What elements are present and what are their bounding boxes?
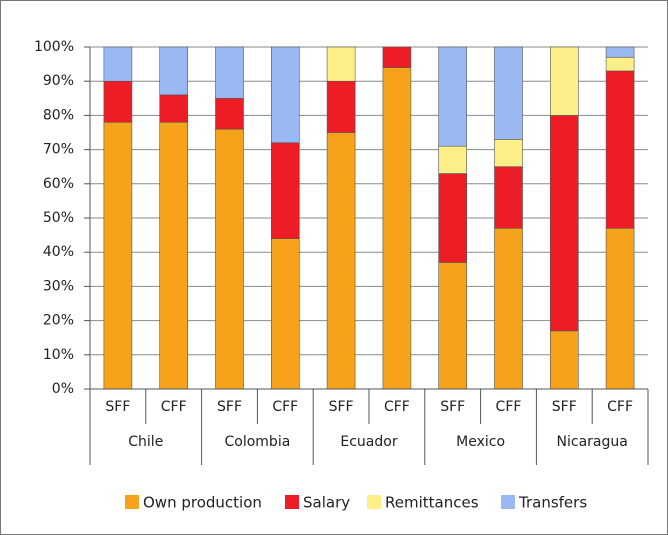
bar-segment <box>382 46 412 68</box>
bar-segment <box>605 46 635 58</box>
bar-segment <box>215 98 244 130</box>
bar-segment <box>215 46 244 99</box>
y-tick-label: 80% <box>43 107 74 123</box>
x-tick-label: SFF <box>552 399 577 415</box>
bar-segment <box>605 56 635 72</box>
x-tick-label: SFF <box>329 399 354 415</box>
bar-segment <box>438 173 468 263</box>
bar-segment <box>270 238 300 390</box>
x-tick-label: SFF <box>440 399 465 415</box>
bar-segment <box>159 46 188 96</box>
bar-segment <box>103 80 133 123</box>
bar-segment <box>605 227 635 390</box>
x-tick-label: SFF <box>217 399 242 415</box>
x-tick-label: CFF <box>607 399 633 415</box>
bar-segment <box>103 121 133 390</box>
x-tick-label: CFF <box>272 399 298 415</box>
legend-swatch <box>285 495 299 509</box>
bar-segment <box>270 46 300 144</box>
y-tick-label: 10% <box>43 347 74 363</box>
bar-segment <box>549 115 579 332</box>
bar-segment <box>326 80 356 133</box>
y-tick-label: 0% <box>52 381 74 397</box>
x-tick-label: CFF <box>161 399 187 415</box>
bar-segment <box>549 330 579 390</box>
group-label: Colombia <box>225 434 291 450</box>
bar-segment <box>103 46 133 82</box>
y-tick-label: 50% <box>43 210 74 226</box>
legend-swatch <box>501 495 515 509</box>
legend-label: Own production <box>143 494 262 512</box>
y-tick-label: 40% <box>43 244 74 260</box>
legend-label: Remittances <box>385 494 479 512</box>
legend-label: Salary <box>303 494 350 512</box>
y-tick-label: 70% <box>43 142 74 158</box>
y-tick-label: 30% <box>43 278 74 294</box>
legend-swatch <box>125 495 139 509</box>
x-tick-label: SFF <box>105 399 130 415</box>
group-label: Ecuador <box>340 434 397 450</box>
group-label: Nicaragua <box>557 434 628 450</box>
bar-segment <box>326 46 356 82</box>
bar-segment <box>159 94 188 123</box>
bar-segment <box>382 67 412 390</box>
bar-segment <box>605 70 635 229</box>
group-label: Mexico <box>456 434 505 450</box>
bar-segment <box>494 139 523 167</box>
y-tick-label: 20% <box>43 313 74 329</box>
y-tick-label: 100% <box>34 39 74 55</box>
x-tick-label: CFF <box>384 399 410 415</box>
y-tick-label: 90% <box>43 73 74 89</box>
legend-swatch <box>367 495 381 509</box>
bar-segment <box>494 46 523 140</box>
bar-segment <box>549 46 579 116</box>
legend-label: Transfers <box>518 494 587 512</box>
bar-segment <box>438 46 468 147</box>
group-label: Chile <box>128 434 163 450</box>
x-tick-label: CFF <box>496 399 522 415</box>
bar-segment <box>159 121 188 390</box>
bar-segment <box>438 145 468 174</box>
bar-segment <box>494 166 523 229</box>
bar-segment <box>494 227 523 390</box>
bar-segment <box>326 132 356 390</box>
y-tick-label: 60% <box>43 176 74 192</box>
bar-segment <box>438 262 468 390</box>
bar-segment <box>270 142 300 239</box>
bar-segment <box>215 128 244 390</box>
